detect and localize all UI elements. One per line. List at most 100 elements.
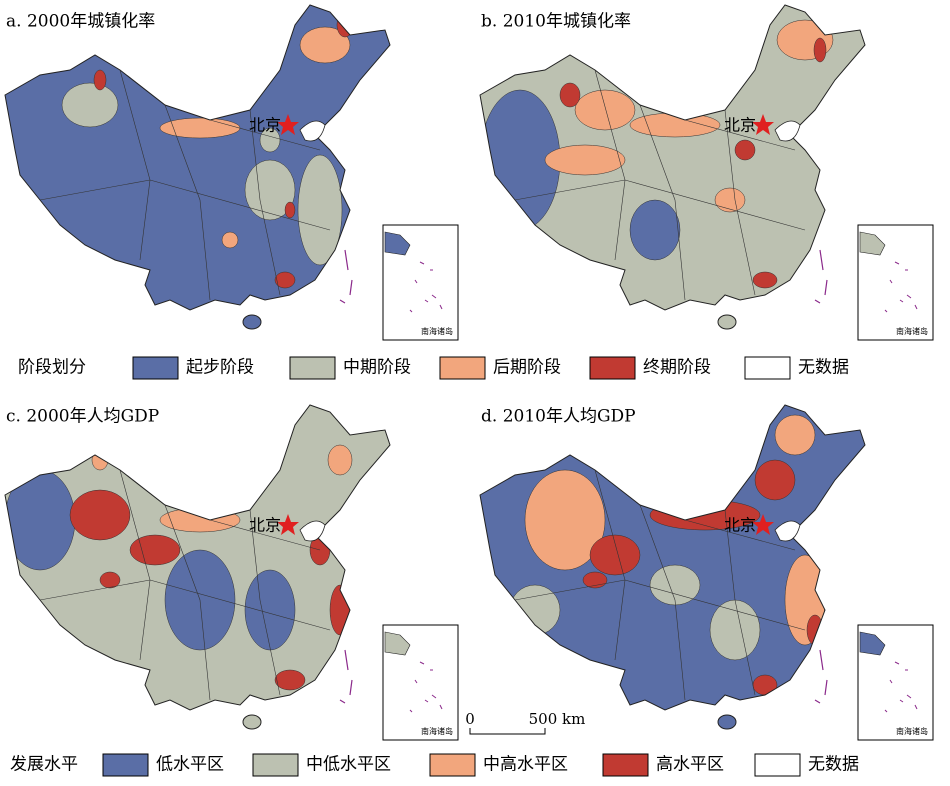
region <box>524 469 606 571</box>
inset-coast <box>384 231 411 256</box>
legend-swatch <box>589 356 636 380</box>
region <box>559 82 581 108</box>
regions <box>480 19 834 289</box>
region <box>274 271 296 289</box>
region <box>589 534 641 576</box>
region <box>574 89 636 131</box>
legend-swatch <box>102 753 149 777</box>
panel-title: d. 2010年人均GDP <box>481 407 636 427</box>
bohai <box>774 120 801 142</box>
capital-star <box>277 114 299 135</box>
capital-star <box>752 514 774 535</box>
region <box>806 614 824 646</box>
region <box>629 199 681 261</box>
region <box>244 569 296 651</box>
region <box>329 584 351 636</box>
islands <box>339 649 353 704</box>
inset-coast <box>859 231 886 256</box>
legend-swatch <box>744 356 791 380</box>
legend-label: 中期阶段 <box>343 358 411 378</box>
hainan <box>242 314 262 330</box>
legend-label: 低水平区 <box>156 755 224 775</box>
region <box>336 12 354 38</box>
legend-label: 后期阶段 <box>493 358 561 378</box>
inset-label: 南海诸岛 <box>421 726 453 736</box>
region <box>752 674 778 696</box>
border <box>4 404 391 711</box>
region <box>544 144 626 176</box>
region <box>714 187 746 213</box>
inset-islands <box>409 261 443 313</box>
hainan <box>717 714 737 730</box>
hainan <box>242 714 262 730</box>
region <box>259 127 281 153</box>
scale-line <box>469 728 546 735</box>
region <box>93 69 107 91</box>
province-lines <box>514 69 806 301</box>
region <box>61 82 119 128</box>
islands <box>814 649 828 704</box>
legend-swatch <box>289 356 336 380</box>
region <box>649 564 701 606</box>
region <box>709 599 761 661</box>
capital-star <box>752 114 774 135</box>
islands <box>814 249 828 304</box>
inset-label: 南海诸岛 <box>896 326 928 336</box>
bohai <box>299 120 326 142</box>
legend-swatch <box>439 356 486 380</box>
legend-label: 中低水平区 <box>306 755 391 775</box>
border <box>479 4 866 311</box>
capital-label: 北京 <box>724 116 756 135</box>
province-lines <box>514 469 806 701</box>
province-lines <box>39 69 331 301</box>
legend-swatch <box>429 753 476 777</box>
legend: 发展水平 低水平区 中低水平区 中高水平区 高水平区 无数据 <box>10 753 859 777</box>
scale-start: 0 <box>465 710 475 728</box>
inset-label: 南海诸岛 <box>896 726 928 736</box>
inset-islands <box>409 661 443 713</box>
legend-swatch <box>132 356 179 380</box>
legend-label: 终期阶段 <box>643 358 711 378</box>
region <box>159 117 241 139</box>
region <box>91 449 109 471</box>
legend: 阶段划分 起步阶段 中期阶段 后期阶段 终期阶段 无数据 <box>18 356 849 380</box>
region <box>221 231 239 249</box>
border <box>479 404 866 711</box>
legend-label: 中高水平区 <box>483 755 568 775</box>
legend-title: 发展水平 <box>10 755 78 775</box>
region <box>582 571 608 589</box>
scale-end: 500 km <box>529 710 586 728</box>
legend-swatch <box>754 753 801 777</box>
legend-label: 高水平区 <box>656 755 724 775</box>
region <box>813 37 827 63</box>
region <box>774 414 816 456</box>
region <box>754 459 796 501</box>
capital-star <box>277 514 299 535</box>
inset-coast <box>859 631 886 656</box>
legend-label: 起步阶段 <box>186 358 254 378</box>
region <box>129 534 181 566</box>
region <box>327 444 353 476</box>
panel-title: a. 2000年城镇化率 <box>6 12 155 32</box>
region <box>734 139 756 161</box>
bohai <box>299 520 326 542</box>
region <box>752 271 778 289</box>
hainan <box>717 314 737 330</box>
region <box>99 571 121 589</box>
panel-title: c. 2000年人均GDP <box>6 407 159 427</box>
legend-swatch <box>252 753 299 777</box>
province-lines <box>39 469 331 701</box>
islands <box>339 249 353 304</box>
land <box>480 5 865 310</box>
panel-title: b. 2010年城镇化率 <box>481 12 631 32</box>
legend-title: 阶段划分 <box>18 358 86 378</box>
